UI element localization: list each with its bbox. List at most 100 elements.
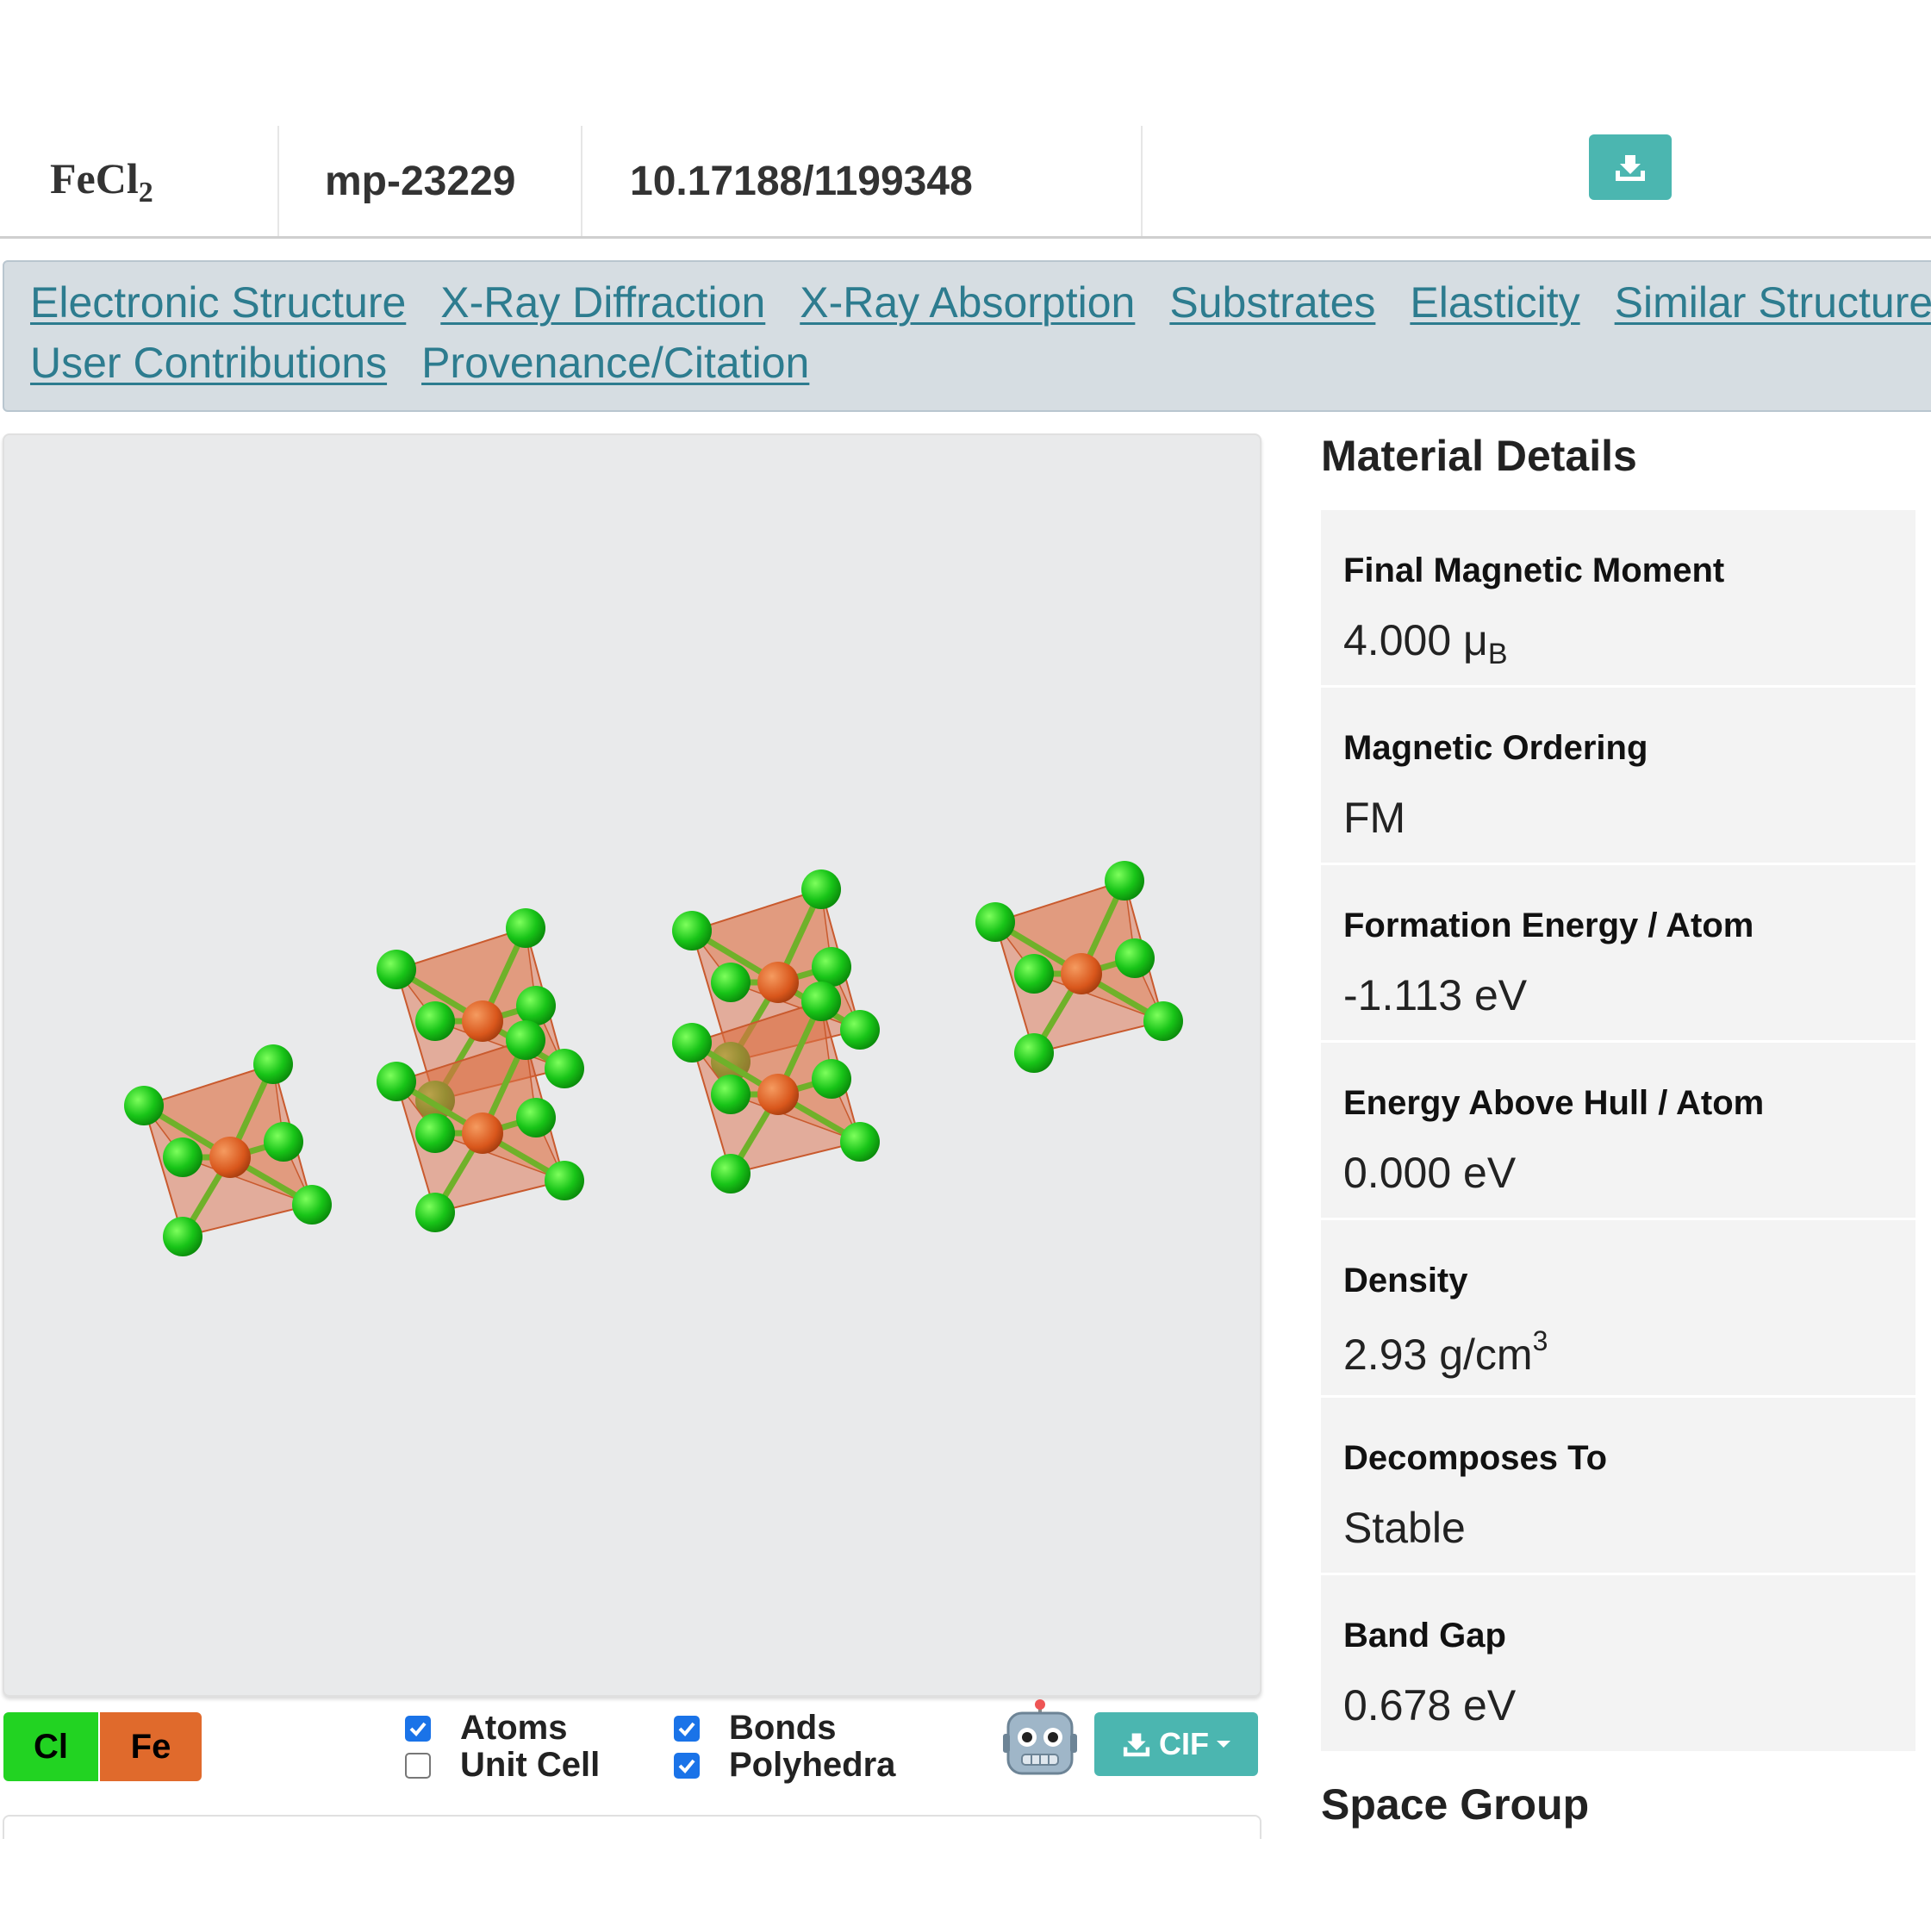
prop-value: FM: [1343, 794, 1406, 842]
cl-atom: [415, 1001, 455, 1041]
cl-atom: [1105, 861, 1144, 901]
prop-label: Formation Energy / Atom: [1343, 907, 1754, 944]
nav-x-ray-diffraction[interactable]: X-Ray Diffraction: [440, 278, 766, 327]
prop-value: 2.93 g/cm3: [1343, 1325, 1548, 1379]
cl-atom: [377, 1062, 416, 1101]
atoms-toggle[interactable]: Atoms: [405, 1709, 567, 1748]
download-button[interactable]: [1589, 134, 1672, 200]
material-header: FeCl2 mp-23229 10.17188/1199348: [0, 126, 1931, 239]
cl-atom: [812, 1059, 851, 1099]
cl-atom: [1115, 938, 1155, 978]
prop-label: Magnetic Ordering: [1343, 729, 1648, 767]
polyhedra-checkbox[interactable]: [674, 1752, 700, 1779]
prop-band-gap: Band Gap 0.678 eV: [1321, 1575, 1915, 1753]
prop-label: Decomposes To: [1343, 1439, 1607, 1477]
fe-atom: [1061, 953, 1102, 994]
prop-label: Final Magnetic Moment: [1343, 552, 1725, 589]
next-panel-edge: [3, 1815, 1261, 1851]
section-nav: Electronic Structure X-Ray Diffraction X…: [3, 260, 1931, 412]
fe-atom: [757, 1074, 799, 1115]
cl-atom: [1014, 1033, 1054, 1073]
cl-atom: [711, 963, 751, 1002]
fe-atom: [757, 962, 799, 1003]
atoms-checkbox[interactable]: [405, 1715, 431, 1742]
cl-atom: [516, 986, 556, 1025]
cl-atom: [1014, 954, 1054, 994]
prop-value: Stable: [1343, 1504, 1466, 1552]
prop-energy-above-hull: Energy Above Hull / Atom 0.000 eV: [1321, 1043, 1915, 1220]
prop-label: Band Gap: [1343, 1617, 1506, 1655]
caret-down-icon: [1217, 1741, 1230, 1748]
cl-atom: [812, 947, 851, 987]
polyhedra-label: Polyhedra: [729, 1746, 896, 1784]
cl-atom: [124, 1086, 164, 1125]
atoms-label: Atoms: [460, 1709, 568, 1747]
unit-cell-toggle[interactable]: Unit Cell: [405, 1746, 600, 1785]
unit-cell-label: Unit Cell: [460, 1746, 601, 1784]
doi[interactable]: 10.17188/1199348: [630, 158, 973, 204]
structure-viewer[interactable]: [3, 433, 1261, 1697]
prop-label: Density: [1343, 1262, 1468, 1299]
cl-atom: [545, 1161, 584, 1200]
nav-elasticity[interactable]: Elasticity: [1410, 278, 1580, 327]
cl-atom: [672, 1023, 712, 1063]
cl-atom: [377, 950, 416, 989]
legend-fe: Fe: [100, 1712, 202, 1781]
prop-value: -1.113 eV: [1343, 971, 1528, 1019]
prop-value: 0.678 eV: [1343, 1681, 1517, 1729]
cl-atom: [840, 1010, 880, 1050]
nav-user-contributions[interactable]: User Contributions: [30, 339, 388, 387]
unit-cell-checkbox[interactable]: [405, 1752, 431, 1779]
polyhedra-toggle[interactable]: Polyhedra: [674, 1746, 895, 1785]
space-group-title: Space Group: [1321, 1780, 1590, 1829]
prop-value: 0.000 eV: [1343, 1149, 1517, 1197]
prop-decomposes-to: Decomposes To Stable: [1321, 1398, 1915, 1575]
fe-atom: [209, 1137, 251, 1178]
cl-atom: [1143, 1001, 1183, 1041]
cl-atom: [711, 1075, 751, 1114]
fe-atom: [462, 1112, 503, 1154]
bonds-label: Bonds: [729, 1709, 837, 1747]
prop-formation-energy: Formation Energy / Atom -1.113 eV: [1321, 865, 1915, 1043]
cl-atom: [672, 911, 712, 950]
cl-atom: [163, 1137, 202, 1177]
cif-export-dropdown[interactable]: CIF: [1094, 1712, 1258, 1776]
crystal-structure-render[interactable]: [4, 435, 1260, 1695]
cl-atom: [506, 1020, 545, 1060]
formula: FeCl2: [50, 153, 153, 209]
material-details-title: Material Details: [1321, 432, 1637, 480]
prop-label: Energy Above Hull / Atom: [1343, 1084, 1765, 1122]
cl-atom: [840, 1122, 880, 1162]
formula-cell: FeCl2: [0, 126, 279, 236]
prop-magnetic-ordering: Magnetic Ordering FM: [1321, 688, 1915, 865]
cl-atom: [415, 1193, 455, 1232]
nav-similar-structures[interactable]: Similar Structures: [1614, 278, 1931, 327]
robot-icon[interactable]: [1001, 1699, 1079, 1779]
cl-atom: [292, 1185, 332, 1225]
material-id-cell: mp-23229: [277, 126, 582, 236]
prop-final-magnetic-moment: Final Magnetic Moment 4.000 μB: [1321, 510, 1915, 688]
octahedra-group: [124, 861, 1183, 1256]
cl-atom: [545, 1049, 584, 1088]
prop-value: 4.000 μB: [1343, 616, 1508, 670]
cl-atom: [253, 1044, 293, 1084]
cl-atom: [711, 1154, 751, 1193]
bonds-toggle[interactable]: Bonds: [674, 1709, 836, 1748]
cl-atom: [801, 869, 841, 909]
material-id: mp-23229: [325, 158, 516, 204]
download-icon: [1123, 1733, 1150, 1757]
cl-atom: [801, 982, 841, 1021]
download-icon: [1616, 155, 1645, 181]
cl-atom: [516, 1098, 556, 1137]
nav-electronic-structure[interactable]: Electronic Structure: [30, 278, 407, 327]
bonds-checkbox[interactable]: [674, 1715, 700, 1742]
nav-row-1: Electronic Structure X-Ray Diffraction X…: [30, 277, 1931, 327]
nav-row-2: User Contributions Provenance/Citation: [30, 338, 809, 388]
nav-x-ray-absorption[interactable]: X-Ray Absorption: [800, 278, 1136, 327]
cl-atom: [264, 1122, 303, 1162]
nav-provenance-citation[interactable]: Provenance/Citation: [421, 339, 810, 387]
cl-atom: [415, 1113, 455, 1153]
fe-atom: [462, 1000, 503, 1042]
nav-substrates[interactable]: Substrates: [1169, 278, 1376, 327]
material-details-panel: Final Magnetic Moment 4.000 μB Magnetic …: [1321, 510, 1915, 1751]
